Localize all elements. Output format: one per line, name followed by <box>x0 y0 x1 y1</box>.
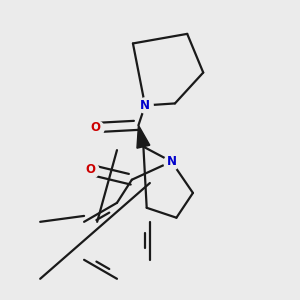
Text: N: N <box>167 155 176 168</box>
Text: O: O <box>85 163 96 176</box>
Polygon shape <box>137 125 150 148</box>
Text: O: O <box>91 121 100 134</box>
Text: N: N <box>140 99 150 112</box>
